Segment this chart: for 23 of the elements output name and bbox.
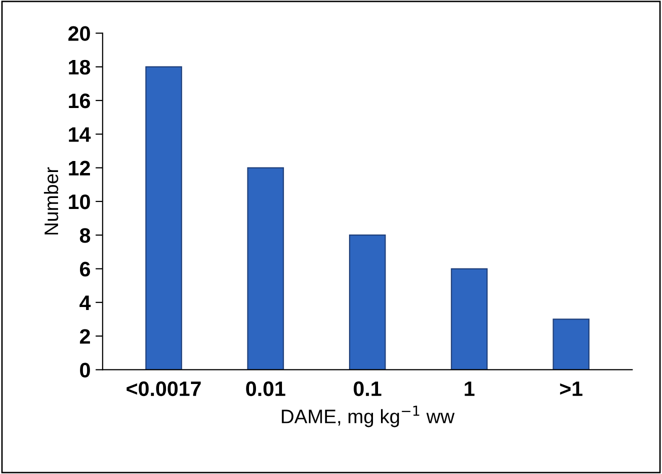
bar (450, 268, 488, 370)
y-tick-label: 20 (68, 26, 90, 41)
y-axis-title: Number (44, 167, 58, 234)
x-tick-label: 0.1 (354, 381, 382, 396)
y-tick-label: 0 (80, 362, 90, 378)
x-axis-title: DAME, mg kg$^{−1}$ ww (282, 406, 455, 428)
x-tick-label: 0.01 (246, 381, 286, 396)
bar (145, 66, 182, 370)
y-tick-label: 12 (68, 160, 90, 176)
x-tick-label: 1 (464, 382, 474, 396)
y-tick-label: 4 (80, 296, 91, 310)
y-tick-label: 14 (68, 127, 91, 142)
y-tick-label: 6 (80, 262, 90, 277)
y-tick-label: 8 (80, 228, 90, 243)
y-tick-label: 18 (68, 60, 90, 75)
x-tick-label: >1 (560, 382, 582, 396)
x-tick-label: <0.0017 (126, 381, 201, 396)
bar (552, 318, 590, 370)
y-tick-label: 2 (80, 329, 90, 344)
y-tick-label: 16 (68, 93, 90, 108)
bar (247, 167, 284, 370)
y-tick-label: 10 (68, 194, 90, 210)
bar (349, 234, 386, 370)
